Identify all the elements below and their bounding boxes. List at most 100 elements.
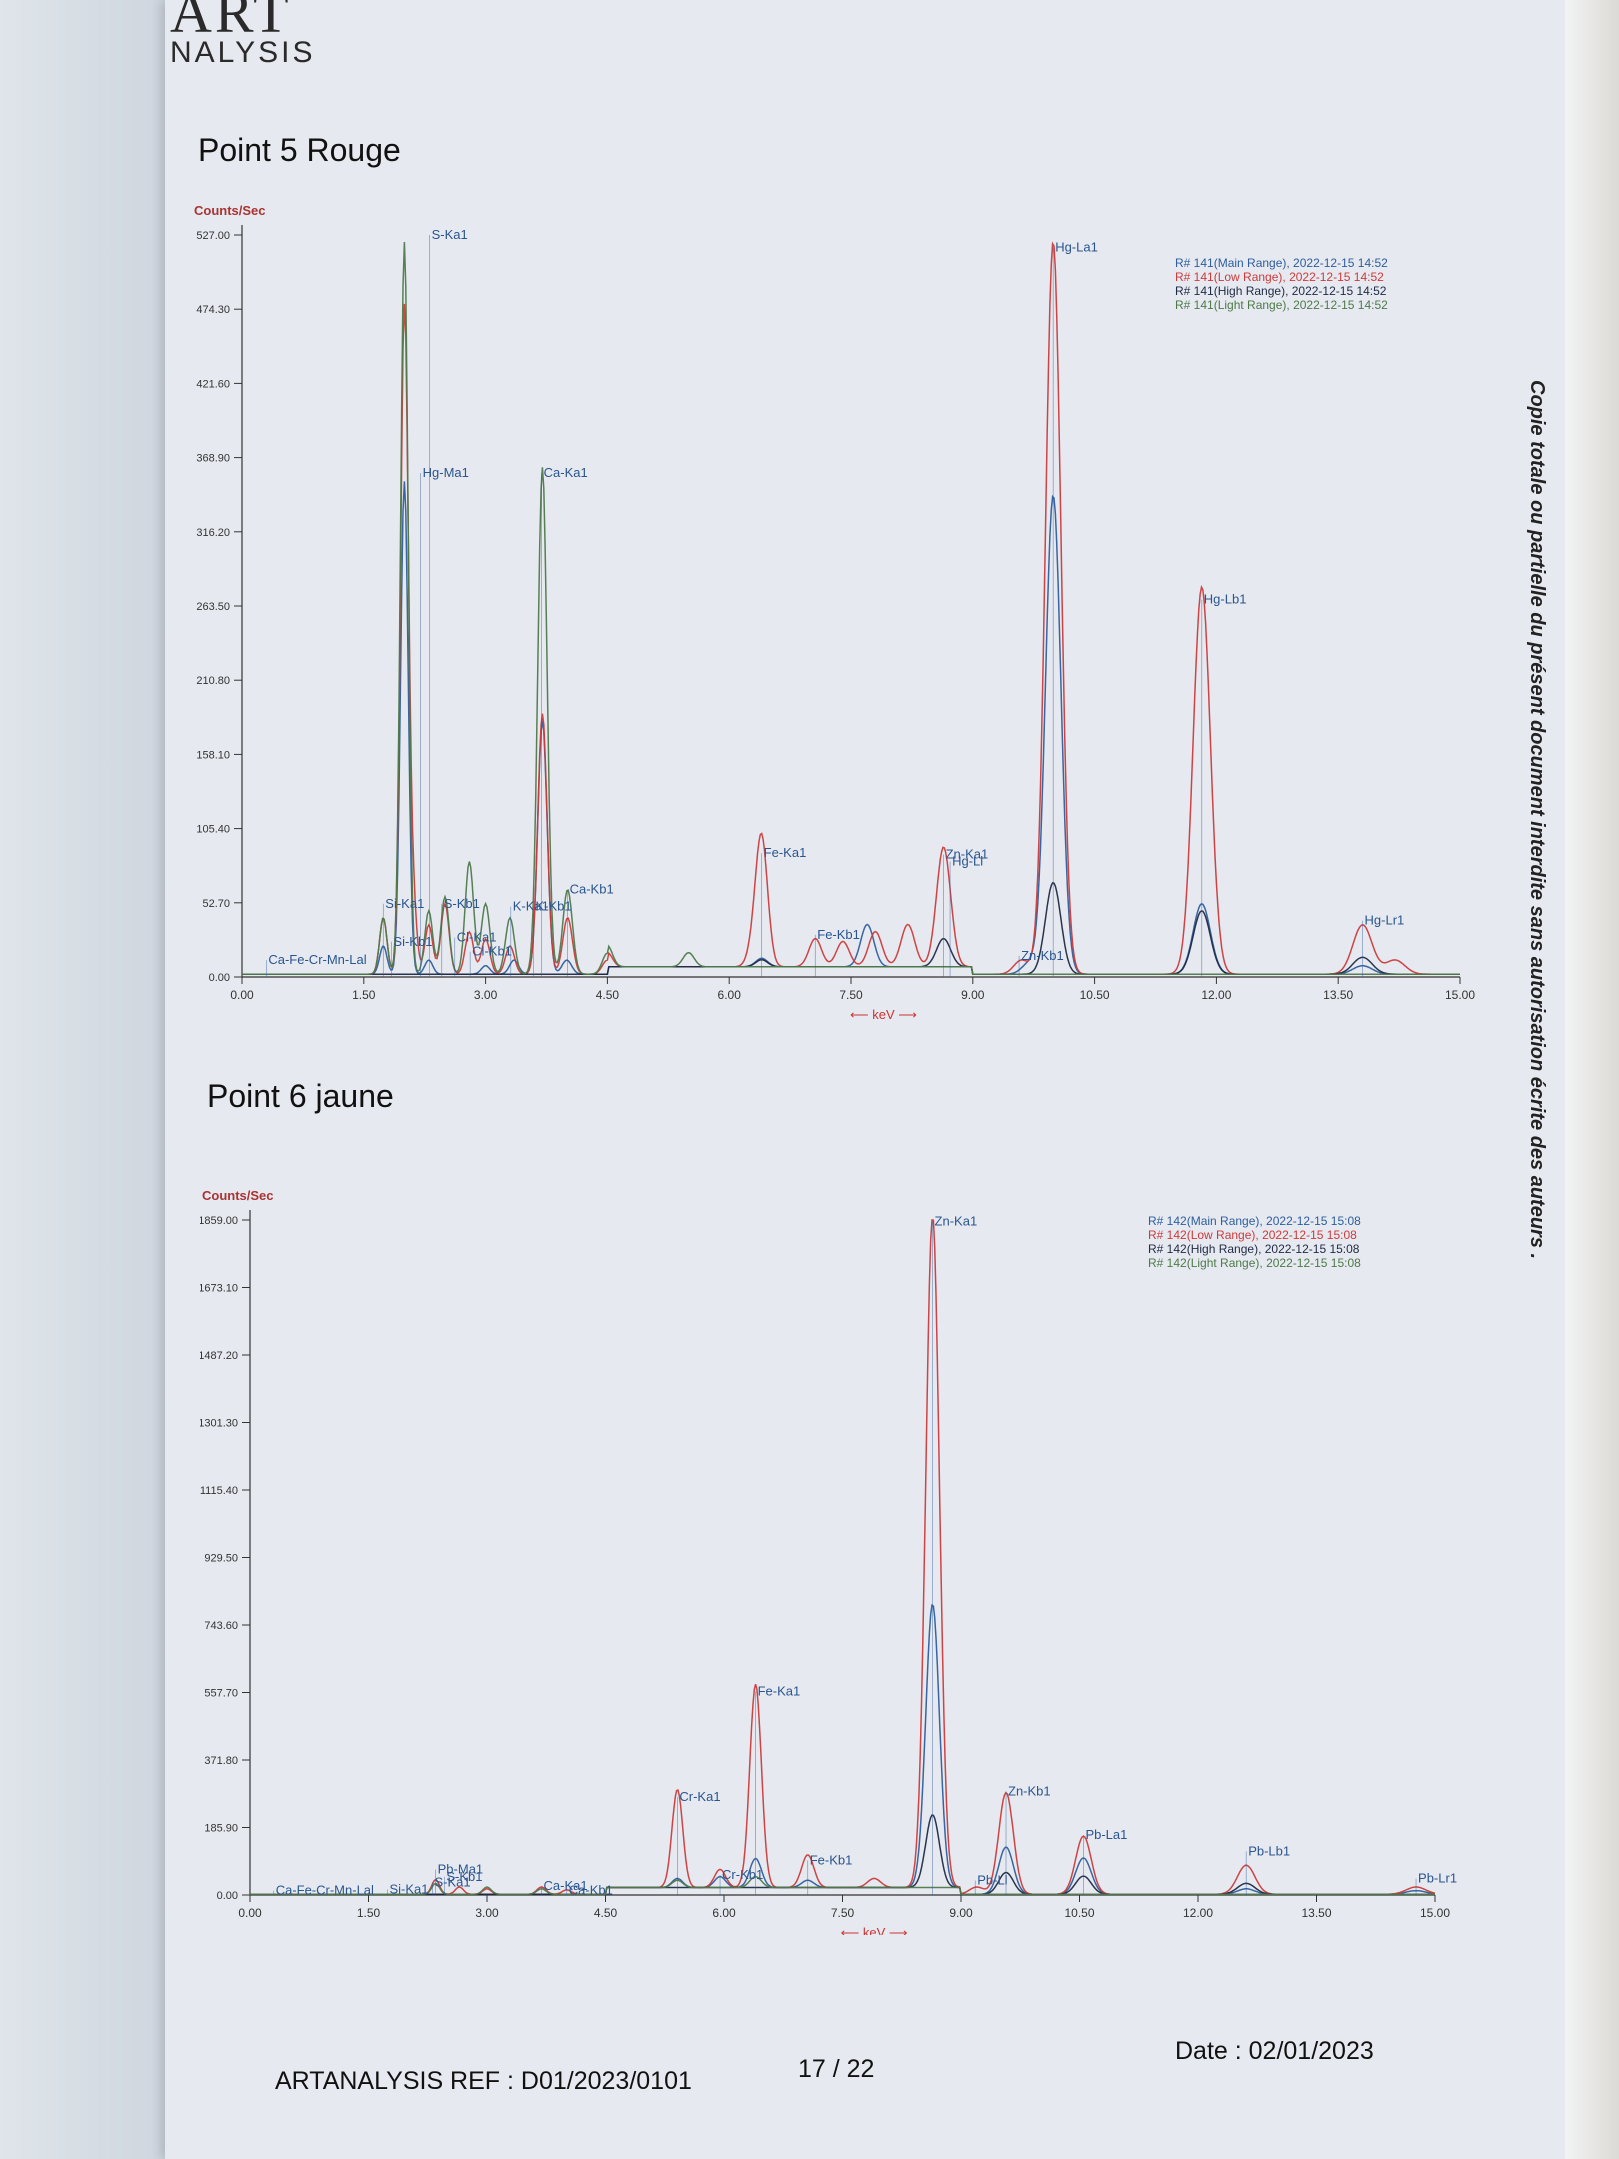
artanalysis-logo: ART NALYSIS [170, 0, 316, 69]
chart2-x-tick-label: 12.00 [1183, 1906, 1213, 1920]
chart1-y-tick-label: 0.00 [209, 972, 230, 984]
chart2-x-tick-label: 7.50 [831, 1906, 855, 1920]
chart2-peak-label: Si-Ka1 [389, 1882, 428, 1897]
chart2-legend-entry: R# 142(Light Range), 2022-12-15 15:08 [1148, 1256, 1361, 1270]
chart1-peak-label: Hg-Ll [952, 854, 983, 869]
chart2-peak-label: S-Kb1 [446, 1869, 482, 1884]
chart1-x-tick-label: 4.50 [596, 988, 620, 1002]
chart1-series-2 [242, 241, 1460, 975]
chart1-peak-label: S-Ka1 [432, 227, 468, 242]
previous-page-edge [0, 0, 170, 2159]
chart2-peak-label: Ca-Fe-Cr-Mn-Lal [276, 1883, 374, 1898]
chart1-legend-entry: R# 141(Low Range), 2022-12-15 14:52 [1175, 270, 1384, 284]
chart2-y-axis-label: Counts/Sec [202, 1188, 274, 1203]
chart2-x-tick-label: 13.50 [1301, 1906, 1331, 1920]
chart2-y-tick-label: 0.00 [217, 1890, 238, 1902]
chart1-x-tick-label: 3.00 [474, 988, 498, 1002]
chart1-y-tick-label: 158.10 [196, 749, 230, 761]
chart1-y-tick-label: 527.00 [196, 230, 230, 242]
chart2-peak-label: Fe-Ka1 [758, 1684, 801, 1699]
chart1-peak-label: Hg-Ma1 [423, 465, 469, 480]
chart2-peak-label: Ca-Kb1 [569, 1883, 613, 1898]
chart1-y-tick-label: 210.80 [196, 675, 230, 687]
chart2-peak-label: Zn-Ka1 [935, 1213, 978, 1228]
chart2-y-tick-label: 1487.20 [200, 1350, 238, 1362]
chart2-x-tick-label: 1.50 [357, 1906, 381, 1920]
chart2-y-tick-label: 1115.40 [200, 1485, 238, 1497]
footer-reference: ARTANALYSIS REF : D01/2023/0101 [275, 2067, 692, 2095]
chart2-y-tick-label: 743.60 [204, 1620, 238, 1632]
chart2-x-tick-label: 0.00 [238, 1906, 262, 1920]
chart1-x-tick-label: 13.50 [1323, 988, 1353, 1002]
chart1-legend-entry: R# 141(Light Range), 2022-12-15 14:52 [1175, 298, 1388, 312]
chart2-y-tick-label: 1859.00 [200, 1215, 238, 1227]
document-page [165, 0, 1565, 2159]
chart1-peak-label: Ca-Fe-Cr-Mn-Lal [268, 952, 366, 967]
chart1-legend-entry: R# 141(High Range), 2022-12-15 14:52 [1175, 284, 1387, 298]
chart2-peak-label: Pb-Ll [977, 1872, 1007, 1887]
chart1-series-4 [242, 241, 1460, 975]
chart1-series-1 [242, 481, 1460, 975]
chart1-peak-label: S-Kb1 [444, 896, 480, 911]
footer-date: Date : 02/01/2023 [1175, 2037, 1374, 2065]
chart1-peak-label: Zn-Ka1 [946, 847, 989, 862]
chart2-x-tick-label: 9.00 [949, 1906, 973, 1920]
chart1-peak-label: Si-Kb1 [393, 934, 432, 949]
chart1-peak-label: Cl-Kb1 [472, 944, 512, 959]
chart2-series-2 [250, 1219, 1436, 1896]
chart2-y-tick-label: 371.80 [204, 1755, 238, 1767]
chart2-peak-label: Cr-Kb1 [722, 1867, 763, 1882]
chart2-series-4 [250, 1875, 1435, 1896]
chart2-y-tick-label: 185.90 [204, 1823, 238, 1835]
chart1-peak-label: Ca-Ka1 [544, 465, 588, 480]
chart1-peak-label: Fe-Kb1 [817, 927, 860, 942]
chart1-y-tick-label: 105.40 [196, 824, 230, 836]
chart1-x-tick-label: 7.50 [839, 988, 863, 1002]
chart2-x-tick-label: 4.50 [594, 1906, 618, 1920]
chart1-peak-label: Hg-La1 [1055, 240, 1098, 255]
chart1-title: Point 5 Rouge [198, 132, 401, 168]
chart2-y-tick-label: 1301.30 [200, 1418, 238, 1430]
chart2-x-tick-label: 15.00 [1420, 1906, 1450, 1920]
stacked-pages-edge [1565, 0, 1619, 2159]
chart2-peak-label: S-Ka1 [434, 1874, 470, 1889]
chart1-peak-label: Cl-Ka1 [457, 930, 497, 945]
chart2-x-axis-label: ⟵ keV ⟶ [841, 1925, 908, 1935]
chart1-x-tick-label: 15.00 [1445, 988, 1475, 1002]
chart1-x-tick-label: 12.00 [1201, 988, 1231, 1002]
footer-page-number: 17 / 22 [798, 2055, 875, 2083]
chart2-y-tick-label: 929.50 [204, 1553, 238, 1565]
chart1-y-axis-label: Counts/Sec [194, 203, 266, 218]
chart2-peak-label: Pb-La1 [1085, 1827, 1127, 1842]
chart1-x-axis-label: ⟵ keV ⟶ [850, 1007, 917, 1022]
chart1-x-tick-label: 1.50 [352, 988, 376, 1002]
chart1-peak-label: Zn-Kb1 [1021, 948, 1064, 963]
chart2-peak-label: Fe-Kb1 [810, 1853, 853, 1868]
chart1-y-tick-label: 263.50 [196, 601, 230, 613]
chart1-peak-label: Hg-Lb1 [1204, 592, 1247, 607]
chart1-peak-label: K-Kb1 [536, 899, 572, 914]
chart2-legend-entry: R# 142(Low Range), 2022-12-15 15:08 [1148, 1228, 1357, 1242]
chart2-x-tick-label: 3.00 [475, 1906, 499, 1920]
chart1-x-tick-label: 0.00 [230, 988, 254, 1002]
chart2-peak-label: Zn-Kb1 [1008, 1784, 1051, 1799]
chart2-y-tick-label: 557.70 [204, 1688, 238, 1700]
chart2-title: Point 6 jaune [207, 1078, 394, 1114]
chart2-legend-entry: R# 142(Main Range), 2022-12-15 15:08 [1148, 1214, 1361, 1228]
chart2-legend-entry: R# 142(High Range), 2022-12-15 15:08 [1148, 1242, 1360, 1256]
chart2-peak-label: Pb-Ma1 [438, 1862, 484, 1877]
chart2-y-tick-label: 1673.10 [200, 1283, 238, 1295]
chart1-peak-label: Si-Ka1 [385, 896, 424, 911]
chart1-y-tick-label: 474.30 [196, 304, 230, 316]
chart1-peak-label: Ca-Kb1 [570, 882, 614, 897]
chart1-y-tick-label: 421.60 [196, 378, 230, 390]
chart2-peak-label: Pb-Lb1 [1248, 1843, 1290, 1858]
chart1-x-tick-label: 9.00 [961, 988, 985, 1002]
chart1-peak-label: Fe-Ka1 [764, 845, 807, 860]
chart2-x-tick-label: 10.50 [1064, 1906, 1094, 1920]
chart1-y-tick-label: 368.90 [196, 453, 230, 465]
copyright-side-note: Copie totale ou partielle du présent doc… [1526, 380, 1548, 1260]
chart2-peak-label: Ca-Ka1 [544, 1878, 588, 1893]
chart2-peak-label: Pb-Lr1 [1418, 1871, 1457, 1886]
chart1-peak-label: Hg-Lr1 [1365, 913, 1405, 928]
